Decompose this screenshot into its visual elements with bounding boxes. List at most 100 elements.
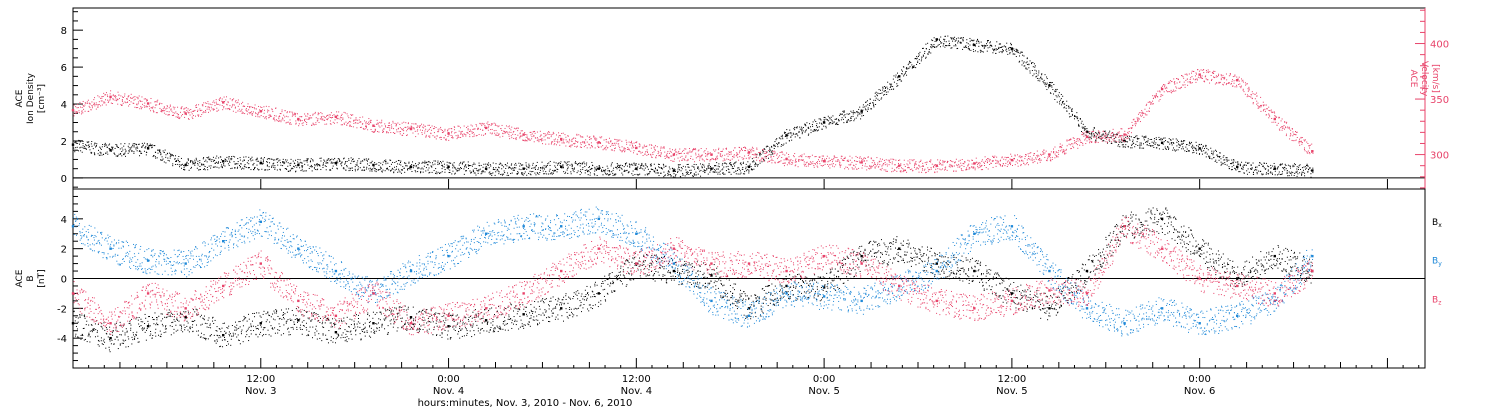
fill-dot — [1113, 138, 1115, 140]
fill-dot — [1168, 138, 1170, 140]
fill-dot — [495, 171, 497, 173]
fill-dot — [104, 99, 106, 101]
fill-dot — [498, 166, 500, 168]
fill-dot — [585, 139, 587, 141]
fill-dot — [361, 169, 363, 171]
fill-dot — [371, 160, 373, 162]
fill-dot — [165, 108, 167, 110]
fill-dot — [745, 163, 747, 165]
fill-dot — [882, 89, 884, 91]
fill-dot — [379, 166, 381, 168]
fill-dot — [161, 109, 163, 111]
fill-dot — [579, 170, 581, 172]
fill-dot — [213, 100, 215, 102]
fill-dot — [554, 140, 556, 142]
fill-dot — [477, 128, 479, 130]
fill-dot — [1096, 133, 1098, 135]
fill-dot — [366, 125, 368, 127]
fill-dot — [809, 163, 811, 165]
fill-dot — [697, 167, 699, 169]
fill-dot — [969, 40, 971, 42]
fill-dot — [73, 147, 75, 149]
fill-dot — [418, 162, 420, 164]
fill-dot — [745, 150, 747, 152]
fill-dot — [453, 126, 455, 128]
fill-dot — [379, 126, 381, 128]
fill-dot — [883, 94, 885, 96]
fill-dot — [1265, 162, 1267, 164]
fill-dot — [208, 111, 210, 113]
fill-dot — [664, 157, 666, 159]
fill-dot — [602, 149, 604, 151]
fill-dot — [794, 153, 796, 155]
fill-dot — [638, 143, 640, 145]
fill-dot — [140, 108, 142, 110]
fill-dot — [85, 144, 87, 146]
fill-dot — [444, 134, 446, 136]
fill-dot — [686, 172, 688, 174]
fill-dot — [359, 116, 361, 118]
fill-dot — [825, 161, 827, 163]
fill-dot — [419, 125, 421, 127]
fill-dot — [772, 160, 774, 162]
fill-dot — [455, 135, 457, 137]
fill-dot — [391, 167, 393, 169]
fill-dot — [215, 161, 217, 163]
fill-dot — [118, 94, 120, 96]
fill-dot — [170, 154, 172, 156]
fill-dot — [1299, 172, 1301, 174]
fill-dot — [359, 121, 361, 123]
fill-dot — [870, 165, 872, 167]
fill-dot — [947, 35, 949, 37]
fill-dot — [611, 142, 613, 144]
fill-dot — [1286, 171, 1288, 173]
fill-dot — [543, 136, 545, 138]
fill-dot — [839, 162, 841, 164]
data-point — [860, 161, 863, 164]
fill-dot — [665, 165, 667, 167]
fill-dot — [1296, 170, 1298, 172]
fill-dot — [1108, 132, 1110, 134]
fill-dot — [1136, 137, 1138, 139]
fill-dot — [91, 104, 93, 106]
fill-dot — [570, 171, 572, 173]
fill-dot — [567, 172, 569, 174]
fill-dot — [750, 166, 752, 168]
fill-dot — [87, 99, 89, 101]
fill-dot — [551, 141, 553, 143]
fill-dot — [102, 144, 104, 146]
fill-dot — [818, 126, 820, 128]
fill-dot — [950, 37, 952, 39]
fill-dot — [289, 123, 291, 125]
fill-dot — [879, 164, 881, 166]
fill-dot — [651, 144, 653, 146]
fill-dot — [434, 136, 436, 138]
data-point — [710, 153, 713, 156]
fill-dot — [802, 159, 804, 161]
fill-dot — [348, 122, 350, 124]
fill-dot — [122, 96, 124, 98]
data-point — [785, 134, 788, 137]
fill-dot — [298, 125, 300, 127]
fill-dot — [78, 143, 80, 145]
fill-dot — [565, 161, 567, 163]
fill-dot — [872, 165, 874, 167]
fill-dot — [310, 164, 312, 166]
fill-dot — [760, 159, 762, 161]
fill-dot — [701, 154, 703, 156]
fill-dot — [438, 162, 440, 164]
fill-dot — [429, 136, 431, 138]
fill-dot — [518, 168, 520, 170]
fill-dot — [242, 112, 244, 114]
fill-dot — [277, 158, 279, 160]
fill-dot — [384, 125, 386, 127]
fill-dot — [405, 126, 407, 128]
fill-dot — [586, 141, 588, 143]
data-point — [747, 165, 751, 169]
fill-dot — [475, 135, 477, 137]
fill-dot — [266, 164, 268, 166]
fill-dot — [812, 161, 814, 163]
fill-dot — [742, 162, 744, 164]
fill-dot — [1218, 155, 1220, 157]
fill-dot — [515, 164, 517, 166]
